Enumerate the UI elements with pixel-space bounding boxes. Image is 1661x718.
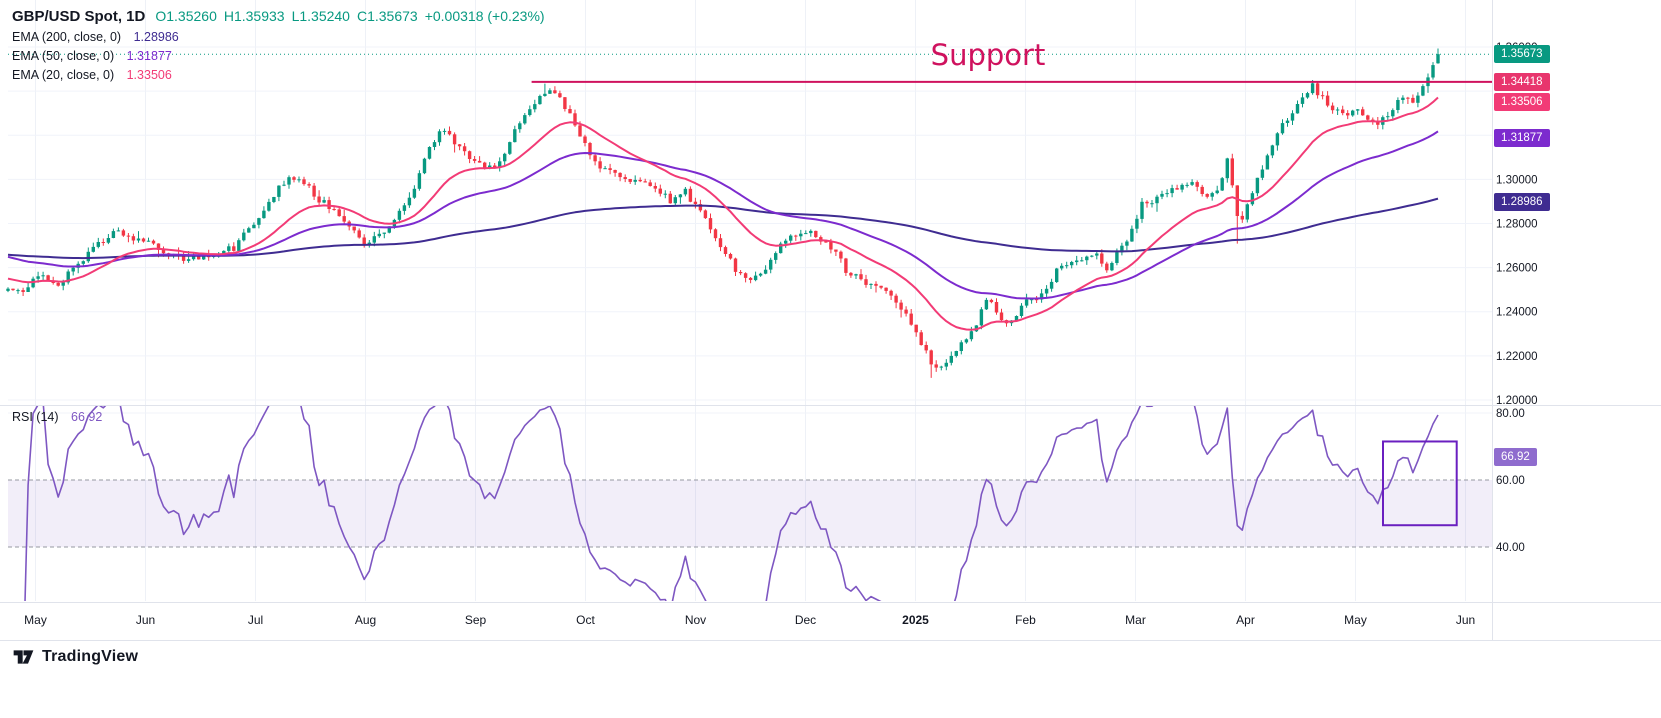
candles-layer: [6, 48, 1440, 378]
svg-text:Mar: Mar: [1125, 613, 1146, 627]
ema-200-legend[interactable]: EMA (200, close, 0) 1.28986: [12, 30, 552, 44]
ohlc-low: L1.35240: [291, 8, 350, 24]
ema-50-label: EMA (50, close, 0): [12, 49, 115, 63]
ema-200-line: [7, 197, 1439, 260]
rsi-legend[interactable]: RSI (14) 66.92: [12, 410, 102, 424]
ema-50-line: [7, 130, 1439, 300]
rsi-line: [24, 406, 1439, 601]
svg-text:Jul: Jul: [248, 613, 263, 627]
svg-text:Apr: Apr: [1236, 613, 1255, 627]
ohlc-close: C1.35673: [356, 8, 418, 24]
axis-badge-ema-20: 1.33506: [1494, 93, 1550, 111]
svg-text:1.24000: 1.24000: [1496, 307, 1538, 319]
support-annotation[interactable]: Support: [930, 38, 1046, 72]
svg-text:1.20000: 1.20000: [1496, 395, 1538, 407]
axis-badge-rsi: 66.92: [1494, 447, 1537, 466]
svg-text:1.26000: 1.26000: [1496, 263, 1538, 275]
svg-text:Jun: Jun: [136, 613, 155, 627]
ema-50-legend[interactable]: EMA (50, close, 0) 1.31877: [12, 49, 552, 63]
ema-50-value: 1.31877: [126, 49, 172, 63]
svg-text:60.00: 60.00: [1496, 475, 1525, 487]
ema-20-label: EMA (20, close, 0): [12, 68, 115, 82]
svg-text:40.00: 40.00: [1496, 542, 1525, 554]
axis-badge-support-level: 1.34418: [1494, 72, 1550, 91]
svg-text:80.00: 80.00: [1496, 408, 1525, 420]
ema-200-label: EMA (200, close, 0): [12, 30, 122, 44]
ohlc-open: O1.35260: [155, 8, 217, 24]
svg-text:2025: 2025: [902, 613, 929, 627]
svg-text:1.30000: 1.30000: [1496, 174, 1538, 186]
ema-20-line: [7, 96, 1439, 331]
svg-text:May: May: [24, 613, 47, 627]
rsi-label: RSI (14): [12, 410, 59, 424]
chart-legend: GBP/USD Spot, 1D O1.35260 H1.35933 L1.3524…: [12, 8, 552, 82]
svg-text:Dec: Dec: [795, 613, 816, 627]
ema-20-legend[interactable]: EMA (20, close, 0) 1.33506: [12, 68, 552, 82]
ohlc-high: H1.35933: [223, 8, 285, 24]
axis-badge-ema-50: 1.31877: [1494, 129, 1550, 147]
ema-200-value: 1.28986: [133, 30, 179, 44]
svg-text:Feb: Feb: [1015, 613, 1036, 627]
axis-badge-ema-200: 1.28986: [1494, 192, 1550, 211]
svg-text:1.28000: 1.28000: [1496, 218, 1538, 230]
svg-text:Aug: Aug: [355, 613, 376, 627]
svg-text:Oct: Oct: [576, 613, 595, 627]
svg-text:1.22000: 1.22000: [1496, 351, 1538, 363]
svg-text:Sep: Sep: [465, 613, 487, 627]
svg-text:May: May: [1344, 613, 1367, 627]
rsi-band: [8, 480, 1492, 547]
rsi-highlight-box: [1382, 440, 1458, 527]
svg-text:Jun: Jun: [1456, 613, 1475, 627]
rsi-value: 66.92: [71, 410, 103, 424]
axis-badge-last-price: 1.35673: [1494, 45, 1550, 64]
tradingview-logo-text: TradingView: [42, 648, 139, 665]
ema-20-value: 1.33506: [126, 68, 172, 82]
ohlc-readout: O1.35260 H1.35933 L1.35240 C1.35673 +0.00318…: [155, 8, 551, 24]
symbol-title[interactable]: GBP/USD Spot, 1D: [12, 8, 146, 25]
ohlc-change: +0.00318 (+0.23%): [424, 8, 545, 24]
tradingview-logo[interactable]: TradingView: [12, 647, 138, 667]
svg-text:Nov: Nov: [685, 613, 706, 627]
tradingview-logo-icon: [13, 650, 34, 664]
